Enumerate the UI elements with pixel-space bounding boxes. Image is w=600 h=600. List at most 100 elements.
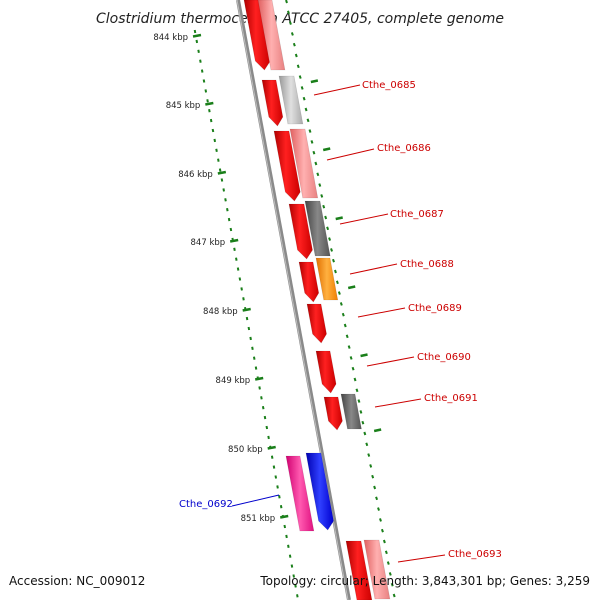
gene-label[interactable]: Cthe_0690 (417, 352, 471, 363)
feature-minor-tick (382, 539, 386, 544)
gene-label-group-0689: Cthe_0689 (357, 303, 462, 318)
ruler-minor-tick (245, 316, 249, 321)
ruler-minor-tick (261, 406, 265, 410)
ruler-minor-tick (270, 455, 274, 459)
gene-label[interactable]: Cthe_0686 (377, 143, 431, 154)
accession-text: Accession: NC_009012 (9, 574, 146, 588)
ruler-minor-tick (209, 118, 213, 123)
ruler-minor-tick (254, 366, 258, 370)
gene-label[interactable]: Cthe_0691 (424, 393, 478, 404)
feature-major-tick (373, 428, 382, 433)
leader-line (231, 494, 280, 507)
ruler-major-tick (192, 33, 202, 38)
gene-label-group-0685: Cthe_0685 (313, 80, 416, 96)
ruler-minor-tick (215, 148, 218, 152)
ruler-minor-tick (226, 208, 229, 212)
ruler-minor-tick (274, 475, 278, 479)
feature-minor-tick (337, 291, 341, 295)
gene-label[interactable]: Cthe_0688 (400, 259, 454, 270)
cds-arrow[interactable] (288, 203, 313, 260)
gene-label[interactable]: Cthe_0692 (179, 499, 233, 510)
feature-minor-tick (363, 431, 367, 436)
ruler-minor-tick (283, 524, 287, 529)
ruler-tick-label: 847 kbp (191, 238, 226, 248)
feature-minor-tick (361, 420, 365, 425)
feature-minor-tick (371, 474, 375, 479)
feature-minor-tick (367, 453, 371, 457)
feature-minor-tick (294, 53, 298, 58)
feature-minor-tick (345, 334, 349, 339)
feature-minor-tick (304, 107, 308, 112)
cds-arrow[interactable] (323, 396, 343, 431)
ruler-minor-tick (294, 584, 297, 588)
ruler-minor-tick (195, 39, 199, 44)
feature-minor-tick (306, 118, 310, 123)
ruler-minor-tick (208, 109, 211, 113)
leader-line (366, 356, 415, 367)
gene-label-group-0688: Cthe_0688 (349, 259, 454, 275)
feature-major-tick (335, 216, 343, 221)
ruler-minor-tick (204, 89, 208, 93)
gene-bar[interactable] (304, 200, 331, 257)
cds-arrow[interactable] (273, 130, 301, 202)
gene-bar[interactable] (289, 128, 319, 199)
cds-arrow[interactable] (315, 350, 337, 394)
feature-minor-tick (353, 377, 357, 382)
ruler-minor-tick (279, 505, 283, 509)
ruler-minor-tick (238, 277, 242, 281)
gene-bar[interactable] (340, 393, 362, 430)
ruler-minor-tick (199, 59, 202, 63)
gene-label-group-0692: Cthe_0692 (179, 494, 280, 510)
cds-bar[interactable] (345, 540, 373, 600)
feature-minor-tick (343, 323, 347, 328)
feature-minor-tick (335, 280, 339, 285)
ruler-minor-tick (218, 168, 222, 172)
gene-bar[interactable] (257, 0, 286, 71)
ruler-minor-tick (258, 386, 261, 390)
feature-minor-tick (334, 269, 337, 274)
feature-minor-tick (288, 21, 292, 25)
gene-bar[interactable] (363, 539, 391, 600)
ruler-tick-label: 846 kbp (178, 170, 213, 180)
ruler-tick-label: 850 kbp (228, 445, 263, 455)
ruler-minor-tick (260, 396, 263, 400)
ruler-minor-tick (227, 217, 231, 222)
gene-label-group-0693: Cthe_0693 (397, 549, 502, 563)
gene-arrow-blue[interactable] (305, 452, 334, 531)
ruler-minor-tick (236, 267, 240, 271)
gene-label[interactable]: Cthe_0687 (390, 209, 444, 220)
ruler-tick-label: 844 kbp (153, 33, 188, 43)
leader-line (374, 398, 422, 408)
ruler-minor-tick (263, 415, 267, 420)
cds-arrow[interactable] (306, 303, 327, 344)
feature-minor-tick (298, 75, 302, 79)
ruler-minor-tick (242, 297, 245, 301)
feature-minor-tick (386, 561, 390, 565)
feature-minor-tick (330, 248, 333, 252)
feature-major-tick (347, 285, 356, 290)
cds-arrow[interactable] (261, 79, 284, 127)
ruler-tick-label: 849 kbp (216, 376, 251, 386)
ruler-minor-tick (200, 69, 204, 73)
feature-minor-tick (285, 0, 288, 4)
ruler-minor-tick (249, 336, 252, 341)
feature-minor-tick (349, 356, 353, 360)
gene-bar[interactable] (278, 75, 304, 125)
ruler-minor-tick (276, 485, 279, 489)
feature-minor-tick (302, 96, 306, 101)
gene-bar[interactable] (315, 257, 339, 301)
cds-arrow[interactable] (298, 261, 320, 303)
cds-bar-pink[interactable] (285, 455, 315, 532)
feature-minor-tick (312, 150, 316, 155)
ruler-tick-label: 848 kbp (203, 307, 238, 317)
ruler-minor-tick (252, 356, 256, 360)
feature-minor-tick (316, 172, 320, 177)
ruler-minor-tick (272, 465, 276, 469)
gene-label[interactable]: Cthe_0685 (362, 80, 416, 91)
cds-arrow[interactable] (243, 0, 271, 71)
gene-label[interactable]: Cthe_0689 (408, 303, 462, 314)
ruler-major-tick (254, 376, 264, 381)
feature-minor-tick (322, 204, 326, 209)
gene-label[interactable]: Cthe_0693 (448, 549, 502, 560)
feature-minor-tick (341, 312, 345, 317)
